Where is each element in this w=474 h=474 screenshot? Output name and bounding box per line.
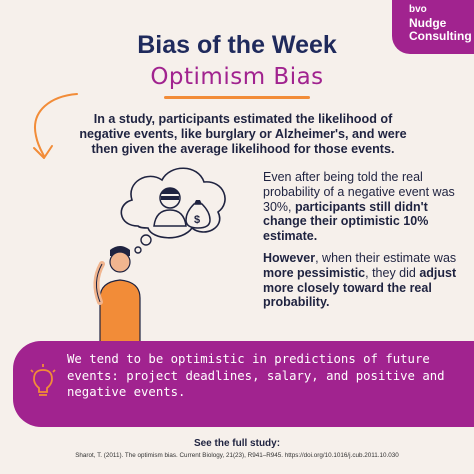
logo-small-text: bvo [409,4,427,15]
intro-text: In a study, participants estimated the l… [79,112,407,156]
finding-2-adjust: adjust more closely toward the real prob… [263,265,457,310]
finding-2-however: However [263,250,316,265]
arrow-icon [33,93,78,159]
finding-2-text1: , when their estimate was [315,250,457,265]
money-bag-icon: $ [185,200,211,229]
burglar-icon [153,187,187,227]
key-takeaway-banner: We tend to be optimistic in predictions … [13,341,474,427]
citation-text[interactable]: Sharot, T. (2011). The optimism bias. Cu… [75,452,399,459]
logo-line2: Consulting [409,29,472,43]
brand-logo[interactable]: bvo Nudge Consulting [392,0,474,54]
banner-text: We tend to be optimistic in predictions … [67,352,445,399]
finding-2-text2: , they did [365,265,420,280]
finding-1-lead: Even after being told the real probabili… [263,170,455,214]
thinking-person-icon [93,246,141,342]
finding-1: Even after being told the real probabili… [263,170,459,244]
thought-bubble-icon: $ [120,167,226,254]
page-title: Bias of the Week [137,31,337,59]
lightbulb-icon [30,364,56,396]
finding-text: Even after being told the real probabili… [263,170,459,317]
citation-heading: See the full study: [193,438,281,449]
page-subtitle: Optimism Bias [150,64,324,90]
svg-text:$: $ [194,214,200,226]
finding-1-bold: participants still didn't change their o… [263,199,429,244]
finding-2-pessimistic: more pessimistic [263,265,366,280]
subtitle-underline [164,96,310,99]
finding-2: However, when their estimate was more pe… [263,251,459,310]
logo-line1: Nudge [409,16,447,30]
